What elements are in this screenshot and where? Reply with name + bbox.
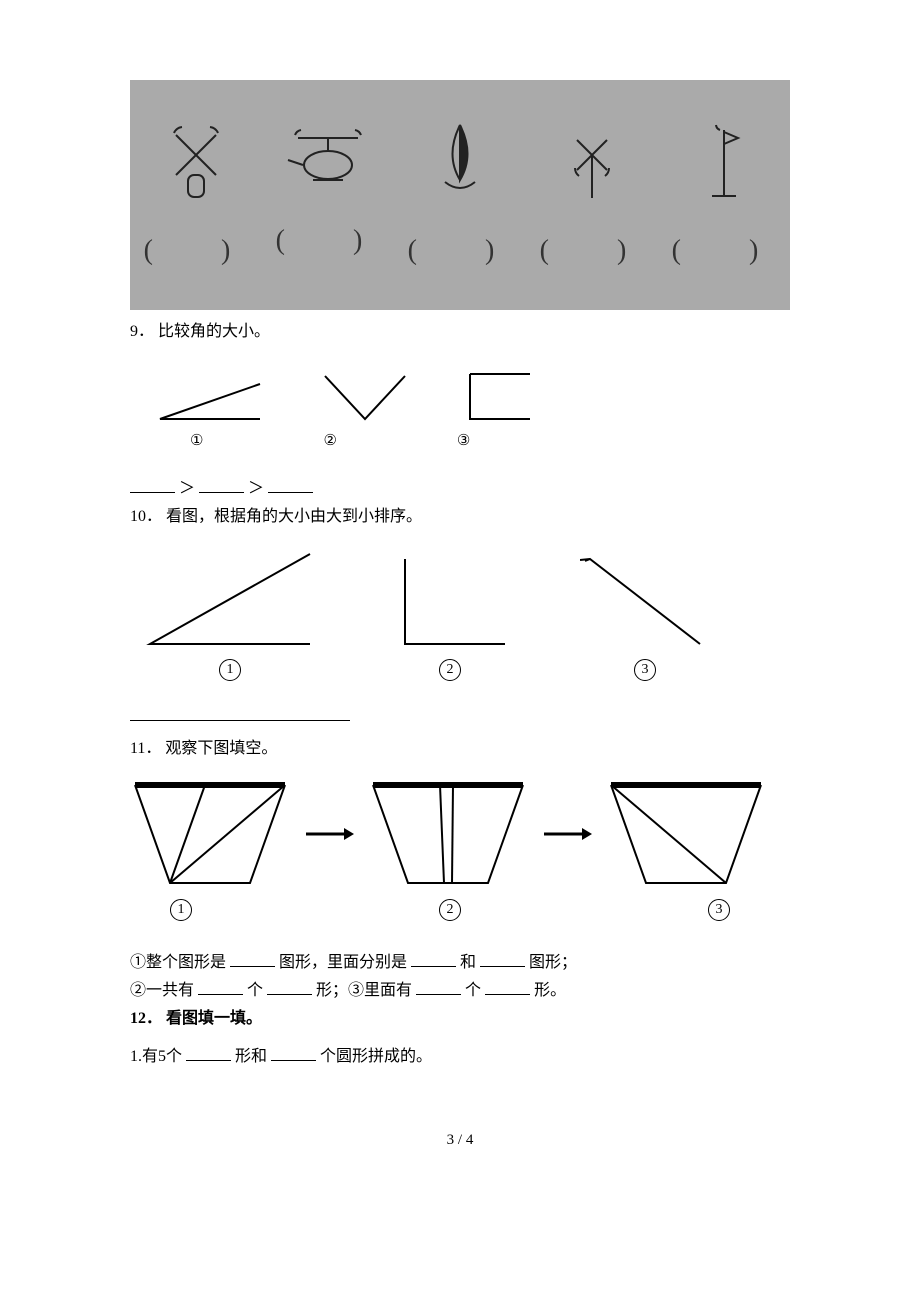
blank	[480, 947, 525, 967]
rotating-objects-figure: ( ) ( )	[130, 80, 790, 310]
q11-trap-1	[130, 779, 290, 889]
text: ①整个图形是	[130, 954, 226, 971]
blank	[199, 473, 244, 493]
paren: ( )	[276, 220, 381, 262]
q12-number: 12．	[130, 1010, 162, 1027]
text: 图形；	[529, 954, 577, 971]
q10-angles: 1 2 3	[140, 549, 790, 681]
figure-col-sailboat: ( )	[408, 120, 513, 272]
paren: ( )	[672, 230, 777, 272]
q9-answer-line: ＞ ＞	[130, 473, 790, 501]
q9-labels: ① ② ③	[190, 430, 790, 453]
paren: ( )	[408, 230, 513, 272]
q11-labels: 1 2 3	[170, 899, 730, 921]
q10-label-1: 1	[219, 659, 241, 681]
text: ②一共有	[130, 982, 194, 999]
q11-line2: ②一共有 个 形；③里面有 个 形。	[130, 975, 790, 1003]
figure-col-windmill: ( )	[144, 120, 249, 272]
blank	[130, 473, 175, 493]
q12-line1: 1.有5个 形和 个圆形拼成的。	[130, 1041, 790, 1069]
q11-line1: ①整个图形是 图形，里面分别是 和 图形；	[130, 947, 790, 975]
arrow-icon	[542, 824, 592, 844]
text: 和	[460, 954, 476, 971]
q10-number: 10．	[130, 508, 162, 525]
q11-label-1: 1	[170, 899, 192, 921]
q9-label-2: ②	[323, 430, 336, 453]
q11-title: 观察下图填空。	[165, 740, 277, 757]
blank	[267, 975, 312, 995]
text: 形；③里面有	[316, 982, 412, 999]
blank	[411, 947, 456, 967]
blank	[416, 975, 461, 995]
q10-angle-2	[390, 549, 510, 649]
text: 形和	[235, 1048, 267, 1065]
q10-angle-3-wrap: 3	[580, 549, 710, 681]
question-9: 9． 比较角的大小。	[130, 320, 790, 344]
arrow-icon	[304, 824, 354, 844]
q11-label-3: 3	[708, 899, 730, 921]
q12-title: 看图填一填。	[166, 1010, 262, 1027]
q10-angle-2-wrap: 2	[390, 549, 510, 681]
question-10: 10． 看图，根据角的大小由大到小排序。	[130, 505, 790, 529]
gt: ＞	[248, 480, 264, 497]
q9-angle-2	[320, 364, 410, 424]
figure-col-helicopter: ( )	[276, 120, 381, 262]
flagpole-icon	[704, 120, 744, 200]
sailboat-icon	[435, 120, 485, 200]
figure-col-flagpole: ( )	[672, 120, 777, 272]
blank	[230, 947, 275, 967]
blank	[485, 975, 530, 995]
text: 图形，里面分别是	[279, 954, 407, 971]
text: 个	[465, 982, 481, 999]
q11-trap-2	[368, 779, 528, 889]
q9-angles	[150, 364, 790, 424]
pinwheel-icon	[567, 120, 617, 200]
text: 1.有5个	[130, 1048, 182, 1065]
q10-label-2: 2	[439, 659, 461, 681]
blank	[130, 701, 350, 721]
blank	[186, 1041, 231, 1061]
question-11: 11． 观察下图填空。	[130, 737, 790, 761]
paren: ( )	[144, 230, 249, 272]
q9-angle-3	[460, 364, 540, 424]
blank	[268, 473, 313, 493]
q9-title: 比较角的大小。	[158, 323, 270, 340]
figure-col-pinwheel: ( )	[540, 120, 645, 272]
q10-title: 看图，根据角的大小由大到小排序。	[166, 508, 422, 525]
q10-angle-1-wrap: 1	[140, 549, 320, 681]
q10-angle-3	[580, 549, 710, 649]
blank	[198, 975, 243, 995]
gt: ＞	[179, 480, 195, 497]
q10-label-3: 3	[634, 659, 656, 681]
q10-answer-line	[130, 701, 790, 729]
q9-angle-1	[150, 364, 270, 424]
helicopter-icon	[283, 120, 373, 190]
page: ( ) ( )	[0, 0, 920, 1192]
q11-trap-3	[606, 779, 766, 889]
text: 形。	[534, 982, 566, 999]
question-12: 12． 看图填一填。	[130, 1007, 790, 1031]
q9-label-3: ③	[457, 430, 470, 453]
blank	[271, 1041, 316, 1061]
q11-figures	[130, 779, 790, 889]
q11-label-2: 2	[439, 899, 461, 921]
windmill-icon	[166, 120, 226, 200]
q9-number: 9．	[130, 323, 154, 340]
q10-angle-1	[140, 549, 320, 649]
paren: ( )	[540, 230, 645, 272]
page-number: 3 / 4	[130, 1129, 790, 1152]
text: 个	[247, 982, 263, 999]
q9-label-1: ①	[190, 430, 203, 453]
text: 个圆形拼成的。	[320, 1048, 432, 1065]
q11-number: 11．	[130, 740, 161, 757]
